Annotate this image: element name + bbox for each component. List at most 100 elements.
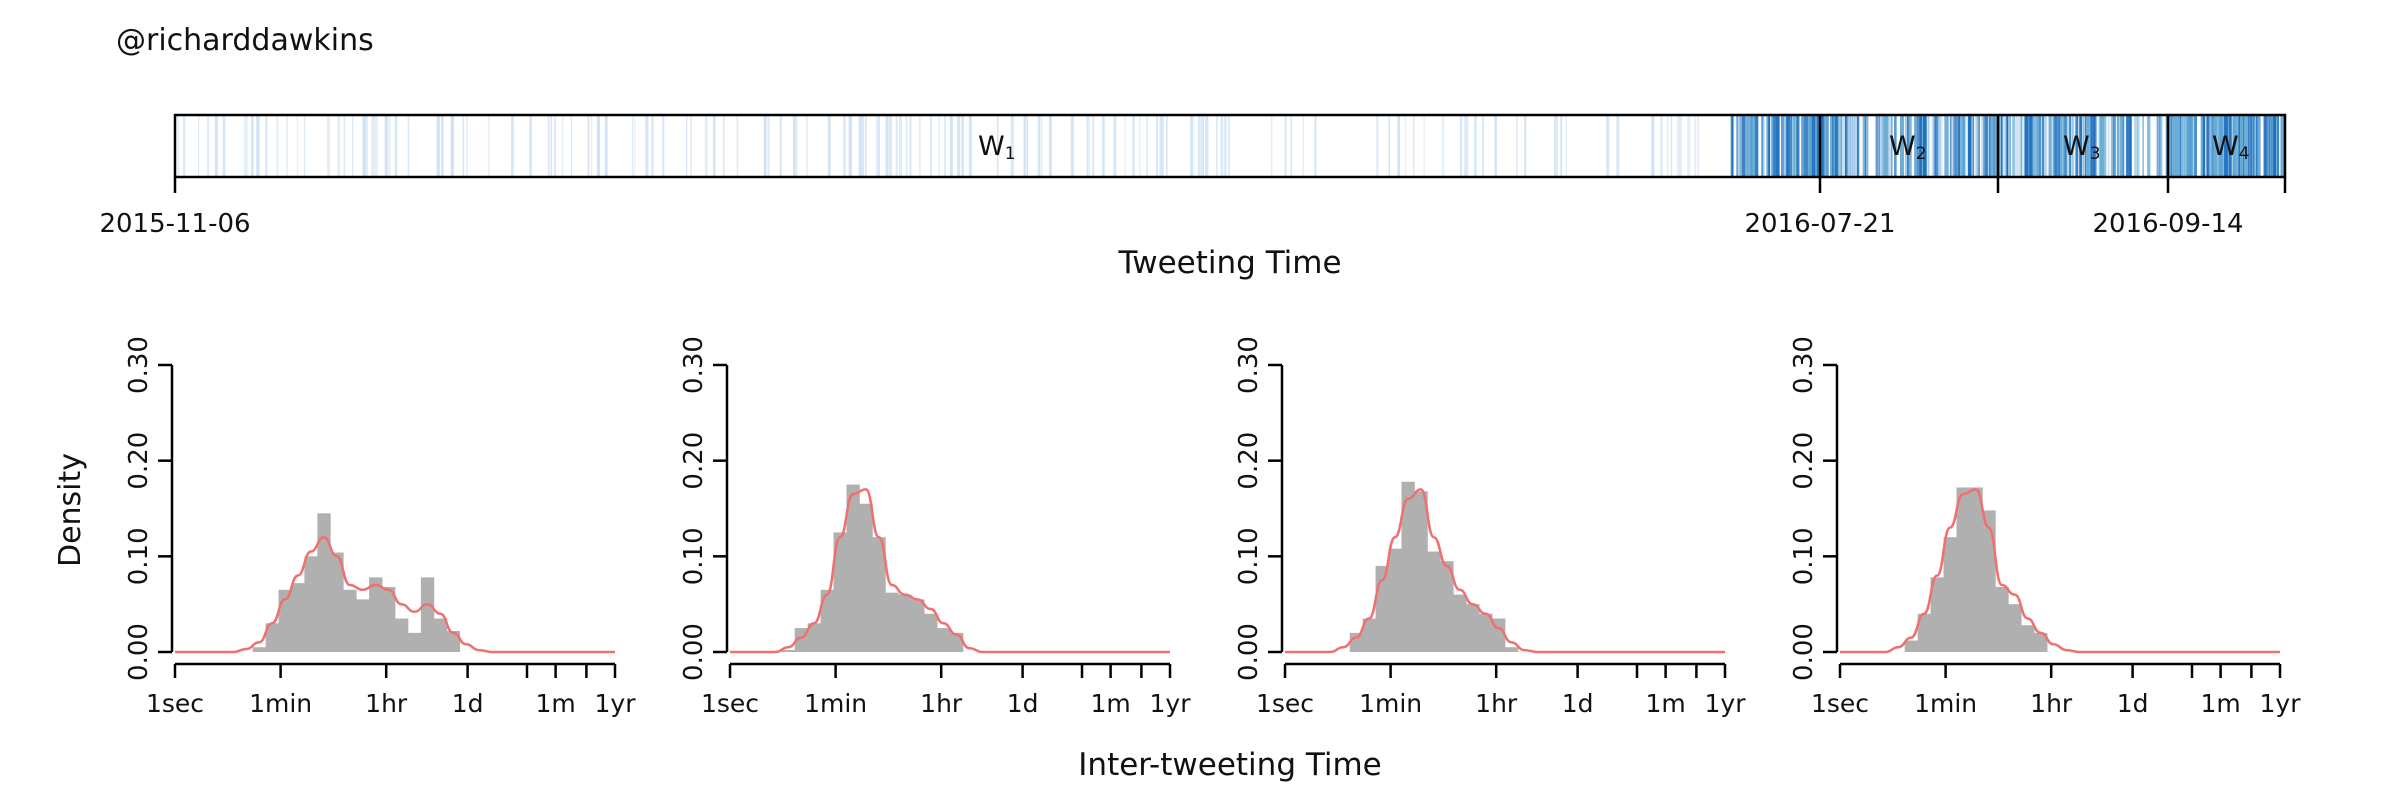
histogram-bar	[846, 484, 860, 652]
tweet-stripe	[2062, 116, 2066, 176]
tweet-stripe	[767, 116, 770, 176]
tweet-stripe	[805, 116, 808, 176]
tweet-stripe	[2250, 116, 2252, 176]
tweet-stripe	[1810, 116, 1812, 176]
tweet-stripe	[2233, 116, 2237, 176]
tweet-stripe	[938, 116, 940, 176]
tweet-stripe	[394, 116, 398, 176]
tweet-stripe	[1775, 116, 1779, 176]
x-tick-label: 1sec	[1256, 689, 1314, 718]
y-tick-label: 0.20	[1789, 432, 1819, 490]
tweet-stripe	[792, 116, 796, 176]
tweet-stripe	[2125, 116, 2128, 176]
tweet-stripe	[1773, 116, 1775, 176]
tweet-stripe	[1855, 116, 1857, 176]
tweet-stripe	[1806, 116, 1810, 176]
tweet-stripe	[2018, 116, 2021, 176]
x-tick-label: 1hr	[2030, 689, 2073, 718]
tweet-stripe	[723, 116, 725, 176]
tweet-stripe	[919, 116, 921, 176]
tweet-stripe	[296, 116, 298, 176]
tweet-stripe	[1660, 116, 1663, 176]
y-tick-label: 0.00	[1234, 623, 1264, 681]
tweet-stripe	[1940, 116, 1943, 176]
tweet-stripe	[905, 116, 908, 176]
tweet-stripe	[1202, 116, 1205, 176]
tweet-stripe	[1464, 116, 1467, 176]
histogram-bar	[356, 599, 370, 652]
tweet-stripe	[2089, 116, 2093, 176]
tweeting-timeline: W1 W2 W3 W4 2015-11-06 2016-07-21 2016-0…	[99, 113, 2287, 281]
tweet-stripe	[1923, 116, 1926, 176]
histogram-bar	[872, 537, 886, 652]
tweet-stripe	[327, 116, 331, 176]
tweet-stripe	[1921, 116, 1923, 176]
tweet-stripe	[1978, 116, 1980, 176]
histogram-bar	[1982, 510, 1996, 652]
tweet-stripe	[511, 116, 514, 176]
tweet-stripe	[1011, 116, 1015, 176]
timeline-tick-label-start: 2015-11-06	[99, 209, 250, 239]
y-tick-label: 0.10	[679, 527, 709, 585]
histogram-bar	[252, 647, 266, 652]
tweet-stripe	[1092, 116, 1095, 176]
tweet-stripe	[2281, 116, 2285, 176]
tweet-stripe	[1958, 116, 1960, 176]
tweet-stripe	[1838, 116, 1842, 176]
tweet-stripe	[1926, 116, 1928, 176]
timeline-tweet-stripes	[177, 116, 2285, 176]
tweet-stripe	[1914, 116, 1918, 176]
tweet-stripe	[244, 116, 248, 176]
tweet-stripe	[1876, 116, 1879, 176]
tweet-stripe	[2062, 116, 2064, 176]
x-tick-label: 1d	[1562, 689, 1594, 718]
tweet-stripe	[1834, 116, 1838, 176]
tweet-stripe	[1070, 116, 1074, 176]
density-curve	[1285, 488, 1725, 654]
tweet-stripe	[570, 116, 572, 176]
tweet-stripe	[2182, 116, 2185, 176]
tweet-stripe	[1697, 116, 1699, 176]
histogram-bar	[1362, 618, 1376, 652]
density-curve	[1840, 488, 2280, 654]
timeline-frame	[173, 113, 2287, 179]
tweet-stripe	[2069, 116, 2072, 176]
histogram-bar	[1956, 487, 1970, 652]
tweet-stripe	[634, 116, 636, 176]
y-tick-label: 0.10	[1789, 527, 1819, 585]
tweet-stripe	[2220, 116, 2224, 176]
tweet-stripe	[2103, 116, 2107, 176]
histogram-bar	[291, 583, 305, 652]
tweet-stripe	[1474, 116, 1477, 176]
tweet-stripe	[384, 116, 388, 176]
tweet-stripe	[2213, 116, 2217, 176]
tweet-stripe	[2203, 116, 2205, 176]
histogram-panel-2: 0.00 0.10 0.20 0.30 1sec 1min 1hr 1d 1m 1yr	[679, 336, 1191, 718]
tweet-stripe	[604, 116, 608, 176]
histogram-bar	[395, 618, 409, 652]
y-tick-label: 0.10	[124, 527, 154, 585]
tweet-stripe	[388, 116, 391, 176]
tweet-stripe	[364, 116, 368, 176]
tweet-stripe	[844, 116, 846, 176]
tweet-stripe	[1856, 116, 1860, 176]
tweet-stripe	[303, 116, 306, 176]
density-curve	[175, 535, 615, 654]
timeline-axis-label: Tweeting Time	[1117, 245, 1341, 281]
tweet-stripe	[1885, 116, 1888, 176]
tweet-stripe	[2181, 116, 2184, 176]
histogram-bar	[330, 552, 344, 652]
tweet-stripe	[1849, 116, 1852, 176]
tweet-stripe	[1616, 116, 1620, 176]
tweet-stripe	[462, 116, 465, 176]
tweet-stripe	[2185, 116, 2189, 176]
tweet-stripe	[827, 116, 831, 176]
tweet-stripe	[885, 116, 889, 176]
tweet-stripe	[1845, 116, 1848, 176]
tweet-stripe	[1974, 116, 1978, 176]
tweet-stripe	[1041, 116, 1043, 176]
histogram-bar	[433, 618, 448, 652]
x-tick-label: 1yr	[1705, 689, 1747, 718]
tweet-stripe	[1852, 116, 1854, 176]
histogram-bar	[859, 503, 873, 652]
